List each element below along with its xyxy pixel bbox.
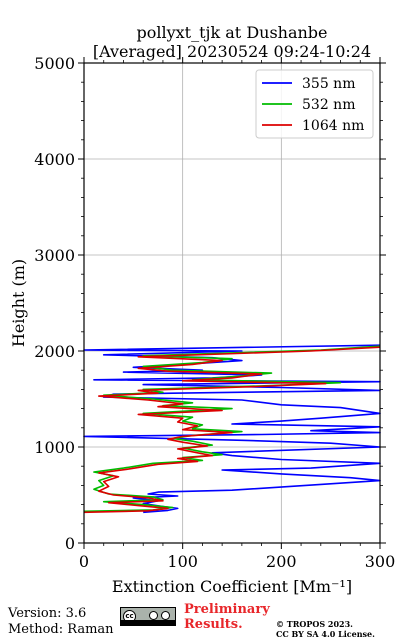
y-tick-label: 5000 bbox=[34, 54, 75, 73]
sa-icon bbox=[161, 611, 170, 620]
preliminary-line-2: Results. bbox=[184, 617, 243, 632]
legend: 355 nm 532 nm 1064 nm bbox=[255, 69, 374, 139]
y-tick-label: 1000 bbox=[34, 438, 75, 457]
y-tick-label: 2000 bbox=[34, 342, 75, 361]
method-text: Method: Raman bbox=[8, 622, 114, 637]
copyright-line-1: © TROPOS 2023. bbox=[276, 619, 353, 629]
cc-license-badge: cc bbox=[120, 607, 176, 626]
x-axis-label: Extinction Coefficient [Mm⁻¹] bbox=[112, 577, 352, 596]
y-tick-label: 4000 bbox=[34, 150, 75, 169]
series-line-355-nm bbox=[83, 344, 381, 514]
preliminary-notice: Preliminary Results. bbox=[184, 602, 270, 632]
chart-subtitle: [Averaged] 20230524 09:24-10:24 bbox=[93, 42, 371, 61]
legend-label: 1064 nm bbox=[302, 118, 364, 134]
series-lines bbox=[83, 344, 381, 514]
x-tick-label: 300 bbox=[365, 552, 396, 571]
preliminary-line-1: Preliminary bbox=[184, 602, 270, 617]
legend-label: 532 nm bbox=[302, 97, 355, 113]
chart-title: pollyxt_tjk at Dushanbe bbox=[136, 23, 327, 42]
legend-label: 355 nm bbox=[302, 76, 355, 92]
y-tick-label: 3000 bbox=[34, 246, 75, 265]
x-tick-label: 0 bbox=[79, 552, 89, 571]
x-tick-label: 200 bbox=[266, 552, 297, 571]
badge-strip bbox=[121, 620, 175, 625]
by-icon bbox=[149, 611, 158, 620]
plot-frame bbox=[83, 62, 381, 544]
copyright-line-2: CC BY SA 4.0 License. bbox=[276, 629, 375, 639]
x-tick-label: 100 bbox=[167, 552, 198, 571]
y-tick-label: 0 bbox=[65, 534, 75, 553]
version-text: Version: 3.6 bbox=[8, 606, 87, 621]
y-axis-label: Height (m) bbox=[9, 259, 28, 347]
legend-box bbox=[255, 69, 374, 139]
axis-ticks bbox=[78, 57, 386, 549]
footer-info: Version: 3.6 Method: Raman bbox=[8, 606, 114, 638]
copyright-notice: © TROPOS 2023. CC BY SA 4.0 License. bbox=[276, 619, 375, 639]
series-line-1064-nm bbox=[83, 346, 381, 514]
